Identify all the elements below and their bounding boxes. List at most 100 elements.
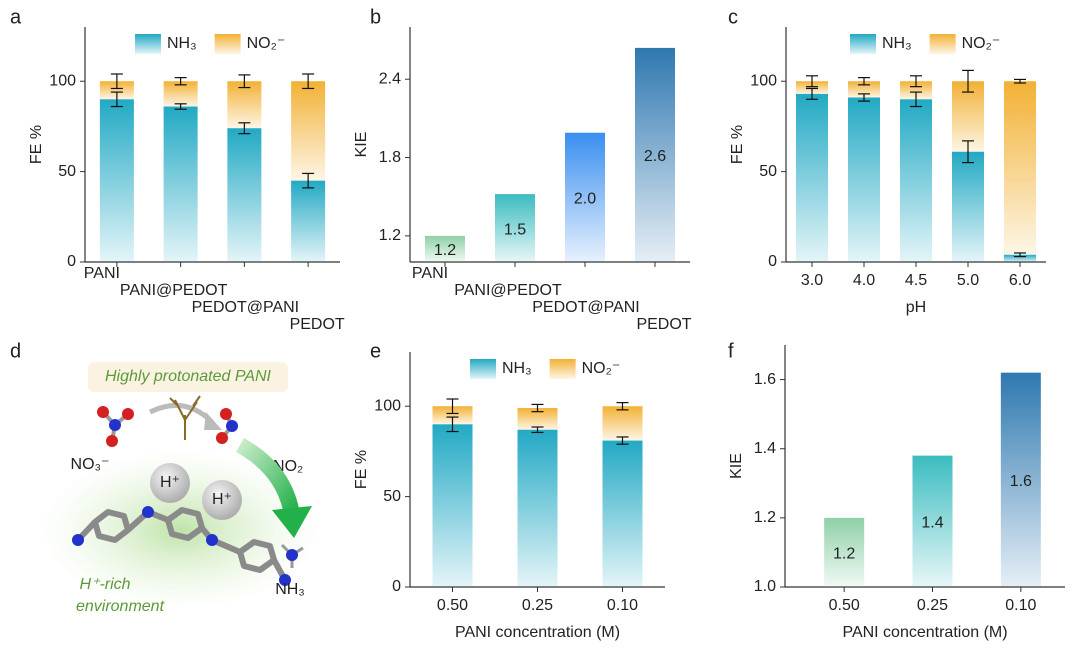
green-arrow: [235, 438, 300, 517]
value-label: 1.6: [1010, 473, 1032, 490]
panel-label: f: [728, 340, 734, 362]
error-bar: [174, 77, 187, 86]
environment-text: environment: [76, 598, 165, 615]
error-bar: [910, 75, 922, 88]
x-tick-label: 0.25: [522, 597, 553, 614]
bar-segment: [291, 180, 326, 262]
y-tick-label: 0: [768, 253, 777, 270]
value-label: 1.2: [434, 242, 456, 259]
environment-text: H⁺-rich: [79, 576, 130, 593]
panel-label: d: [10, 340, 21, 362]
error-bar: [110, 73, 123, 90]
legend-label: NH₃: [882, 35, 912, 52]
panel-label: e: [370, 340, 381, 362]
error-bar: [962, 69, 974, 93]
error-bar: [238, 74, 251, 89]
error-bar: [110, 91, 123, 108]
bar-segment: [163, 106, 198, 263]
error-bar: [962, 140, 974, 164]
banner: [88, 362, 288, 392]
error-bar: [238, 122, 251, 135]
y-tick-label: 1.2: [379, 227, 401, 244]
error-bar: [302, 73, 315, 90]
bar: [425, 235, 465, 262]
nh3-molecule: [280, 543, 304, 568]
legend-swatch: [850, 34, 876, 54]
error-bar: [806, 75, 818, 88]
proton-ball: [150, 463, 190, 503]
banner-text: Highly protonated PANI: [105, 368, 272, 385]
x-tick-label: 3.0: [801, 272, 823, 289]
legend-swatch: [214, 34, 241, 54]
x-axis-label: PANI concentration (M): [842, 624, 1007, 641]
legend-swatch: [929, 34, 956, 54]
legend-label: NO₂⁻: [582, 360, 621, 377]
error-bar: [446, 416, 459, 433]
bar-segment: [432, 406, 473, 425]
no2-molecule: [216, 408, 238, 444]
y-axis-label: KIE: [728, 453, 745, 479]
reactant-label: NO₃⁻: [71, 456, 110, 473]
green-arrowhead: [272, 506, 312, 538]
bar: [912, 455, 953, 587]
bar-segment: [952, 81, 984, 152]
x-tick-label: 0.10: [1005, 597, 1036, 614]
proton-ball: [202, 480, 242, 520]
error-bar: [531, 403, 544, 413]
diagram: d Highly protonated PANI NO₃⁻ *NO₂ H⁺ H⁺…: [10, 340, 320, 615]
y-axis-label: FE %: [729, 125, 746, 164]
bar-segment: [900, 81, 932, 100]
x-axis-label: pH: [906, 299, 926, 316]
x-tick-label: PANI: [412, 265, 448, 282]
x-tick-label: PANI: [84, 265, 120, 282]
bar-segment: [432, 424, 473, 587]
x-tick-label: 0.25: [917, 597, 948, 614]
x-tick-label: 5.0: [957, 272, 979, 289]
x-tick-label: 0.10: [607, 597, 638, 614]
bar-segment: [796, 93, 828, 262]
bar-segment: [227, 128, 262, 262]
x-tick-label: PANI@PEDOT: [454, 282, 562, 299]
y-tick-label: 1.8: [379, 149, 401, 166]
legend-swatch: [549, 359, 576, 379]
error-bar: [531, 426, 544, 434]
product-label: NH₃: [275, 581, 305, 598]
legend-label: NH₃: [167, 35, 197, 52]
y-tick-label: 50: [759, 163, 777, 180]
bar-segment: [99, 99, 134, 262]
x-tick-label: 0.50: [437, 597, 468, 614]
tree: [169, 395, 201, 440]
x-tick-label: 6.0: [1009, 272, 1031, 289]
y-tick-label: 100: [49, 72, 76, 89]
bar: [824, 517, 865, 587]
panel-label: c: [728, 6, 738, 28]
legend-swatch: [470, 359, 496, 379]
y-axis-label: FE %: [353, 450, 370, 489]
y-axis-label: FE %: [28, 125, 45, 164]
value-label: 2.6: [644, 148, 666, 165]
error-bar: [616, 402, 629, 411]
y-tick-label: 100: [374, 397, 401, 414]
value-label: 1.2: [833, 546, 855, 563]
legend-swatch: [135, 34, 161, 54]
x-tick-label: 4.5: [905, 272, 927, 289]
error-bar: [858, 77, 870, 86]
proton-label: H⁺: [212, 491, 232, 508]
bar: [635, 47, 675, 263]
y-tick-label: 0: [392, 578, 401, 595]
y-tick-label: 50: [383, 488, 401, 505]
y-tick-label: 100: [750, 72, 777, 89]
value-label: 1.4: [921, 515, 943, 532]
y-tick-label: 1.2: [754, 509, 776, 526]
panel-label: b: [370, 6, 381, 28]
x-tick-label: 0.50: [829, 597, 860, 614]
value-label: 1.5: [504, 221, 526, 238]
proton-label: H⁺: [160, 474, 180, 491]
error-bar: [446, 398, 459, 415]
bar-segment: [848, 81, 880, 98]
pani-molecule: [75, 507, 288, 582]
bar-segment: [796, 81, 828, 94]
y-tick-label: 1.6: [754, 371, 776, 388]
bar-segment: [1004, 81, 1036, 255]
error-bar: [1014, 78, 1026, 84]
